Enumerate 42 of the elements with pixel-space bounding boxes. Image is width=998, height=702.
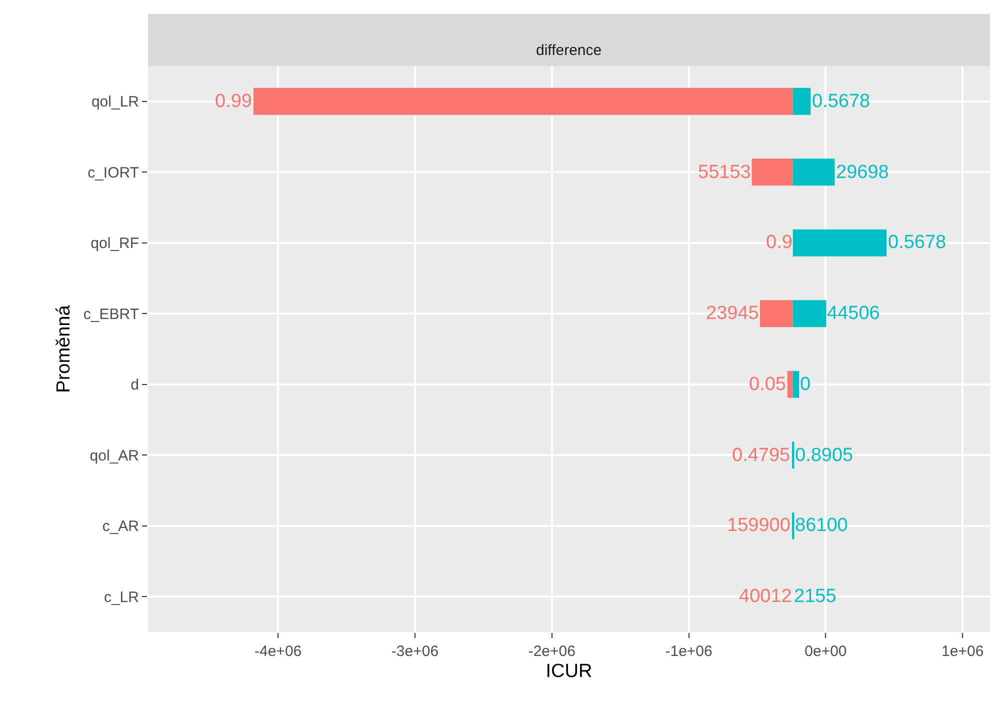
annotation: 55153 bbox=[698, 162, 751, 183]
y-tick-label: c_EBRT bbox=[83, 306, 139, 323]
x-tick-label: -4e+06 bbox=[254, 643, 302, 660]
x-tick-label: 1e+06 bbox=[942, 643, 984, 660]
annotation: 0.9 bbox=[766, 232, 792, 253]
y-tick-label: qol_LR bbox=[91, 94, 140, 111]
annotation: 0 bbox=[800, 374, 811, 395]
annotation: 0.8905 bbox=[795, 445, 854, 466]
y-axis-title: Proměnná bbox=[53, 304, 74, 393]
annotation: 0.99 bbox=[215, 91, 252, 112]
bar bbox=[792, 229, 886, 256]
y-tick-label: c_IORT bbox=[88, 164, 139, 182]
bar bbox=[792, 88, 811, 115]
annotation: 44506 bbox=[827, 303, 880, 324]
x-axis-title: ICUR bbox=[546, 660, 592, 682]
y-tick-label: c_LR bbox=[104, 588, 140, 606]
annotation: 86100 bbox=[795, 515, 848, 536]
y-tick-label: c_AR bbox=[102, 518, 140, 536]
bar bbox=[752, 158, 793, 186]
annotation: 159900 bbox=[727, 515, 790, 536]
chart-title: difference bbox=[536, 42, 602, 59]
bar bbox=[792, 158, 835, 186]
y-tick-label: d bbox=[130, 376, 139, 394]
x-tick-label: -1e+06 bbox=[665, 643, 712, 660]
annotation: 0.5678 bbox=[888, 232, 946, 253]
annotation: 2155 bbox=[794, 586, 836, 607]
annotation: 0.4795 bbox=[732, 445, 790, 466]
annotation: 23945 bbox=[706, 303, 759, 324]
annotation: 40012 bbox=[739, 586, 792, 607]
x-tick-label: -3e+06 bbox=[391, 643, 439, 660]
x-tick-label: -2e+06 bbox=[528, 643, 576, 660]
bar bbox=[787, 370, 793, 398]
annotation: 0.05 bbox=[749, 374, 786, 395]
annotation: 0.5678 bbox=[812, 91, 870, 112]
annotation: 29698 bbox=[836, 162, 889, 183]
y-tick-label: qol_AR bbox=[90, 447, 140, 464]
bar bbox=[792, 300, 826, 328]
bar bbox=[792, 370, 800, 398]
x-tick-label: 0e+00 bbox=[804, 643, 847, 660]
y-tick-label: qol_RF bbox=[90, 235, 139, 252]
bar bbox=[253, 88, 793, 115]
bar bbox=[760, 300, 793, 328]
